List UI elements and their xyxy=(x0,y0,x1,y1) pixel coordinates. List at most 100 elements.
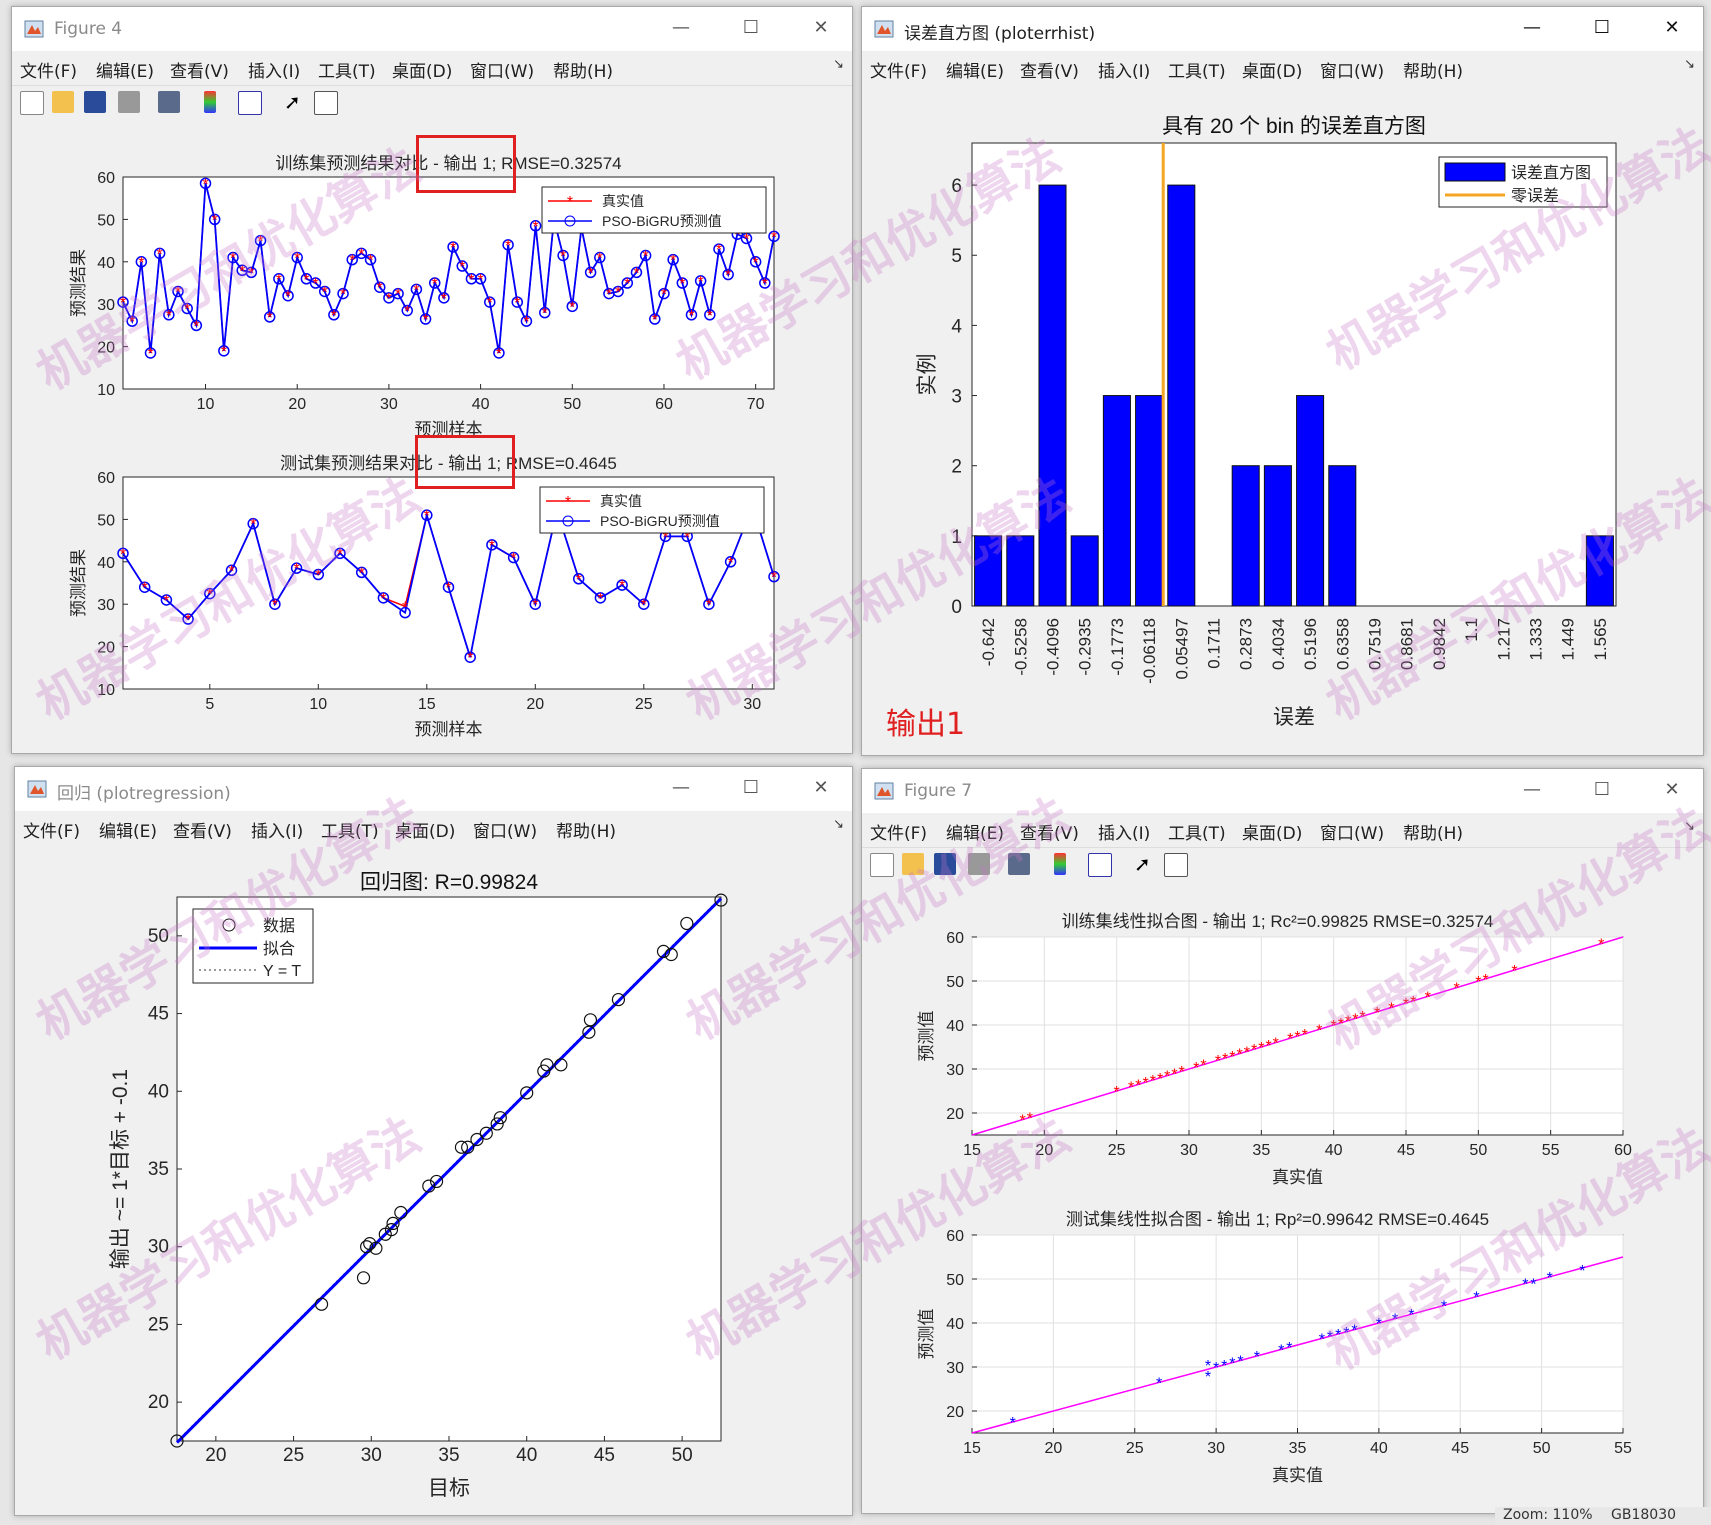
menu-help[interactable]: 帮助(H) xyxy=(553,62,614,82)
data-point xyxy=(583,1013,598,1027)
maximize-button[interactable]: ☐ xyxy=(742,17,760,38)
predicted-point-marker xyxy=(227,251,239,264)
menu-window[interactable]: 窗口(W) xyxy=(470,62,535,82)
title-bar[interactable]: Figure 7 — ☐ ✕ xyxy=(862,769,1703,813)
new-figure-icon[interactable] xyxy=(870,853,894,877)
property-inspector-icon[interactable] xyxy=(1164,853,1188,877)
menu-tools[interactable]: 工具(T) xyxy=(1168,62,1226,82)
menu-tools[interactable]: 工具(T) xyxy=(1168,824,1226,844)
histogram-window[interactable]: 误差直方图 (ploterrhist) — ☐ ✕ 文件(F) 编辑(E) 查看… xyxy=(861,6,1704,756)
save-icon[interactable] xyxy=(934,853,956,875)
legend-icon[interactable] xyxy=(238,91,262,115)
data-point-marker: * xyxy=(1408,1307,1414,1324)
property-inspector-icon[interactable] xyxy=(314,91,338,115)
menu-insert[interactable]: 插入(I) xyxy=(1098,824,1151,844)
menu-view[interactable]: 查看(V) xyxy=(173,822,232,842)
minimize-button[interactable]: — xyxy=(672,17,690,38)
truth-point-marker: * xyxy=(221,344,227,361)
open-folder-icon[interactable] xyxy=(902,853,924,875)
dock-arrow-icon[interactable]: ↘ xyxy=(1684,819,1695,834)
menu-desktop[interactable]: 桌面(D) xyxy=(395,822,456,842)
pointer-icon[interactable]: ➚ xyxy=(1134,852,1151,876)
menu-edit[interactable]: 编辑(E) xyxy=(96,62,155,82)
figure4-charts: 10 20 30 40 50 60 70 10 20 30 40 50 60 训练集预测结果对比 - 输出… xyxy=(69,154,780,739)
link-plot-icon[interactable] xyxy=(158,91,180,113)
maximize-button[interactable]: ☐ xyxy=(742,777,760,798)
predicted-point-marker xyxy=(704,309,716,321)
data-point xyxy=(314,1297,329,1311)
dock-arrow-icon[interactable]: ↘ xyxy=(833,817,844,832)
truth-point-marker: * xyxy=(413,282,419,299)
print-icon[interactable] xyxy=(968,853,990,875)
menu-edit[interactable]: 编辑(E) xyxy=(946,824,1005,844)
dock-arrow-icon[interactable]: ↘ xyxy=(833,57,844,72)
close-button[interactable]: ✕ xyxy=(813,777,829,798)
legend-icon[interactable] xyxy=(1088,853,1112,877)
menu-insert[interactable]: 插入(I) xyxy=(248,62,301,82)
menu-insert[interactable]: 插入(I) xyxy=(251,822,304,842)
menu-view[interactable]: 查看(V) xyxy=(170,62,229,82)
figure4-plot-area: 10 20 30 40 50 60 70 10 20 30 40 50 60 训练集预测结果对比 - 输出… xyxy=(12,119,852,753)
data-point-marker: * xyxy=(1193,1060,1199,1077)
print-icon[interactable] xyxy=(118,91,140,113)
menu-desktop[interactable]: 桌面(D) xyxy=(1242,62,1303,82)
menu-file[interactable]: 文件(F) xyxy=(870,824,928,844)
menu-help[interactable]: 帮助(H) xyxy=(1403,62,1464,82)
menu-edit[interactable]: 编辑(E) xyxy=(99,822,158,842)
menu-view[interactable]: 查看(V) xyxy=(1020,824,1079,844)
save-icon[interactable] xyxy=(84,91,106,113)
predicted-point-marker xyxy=(529,598,542,610)
title-bar[interactable]: Figure 4 — ☐ ✕ xyxy=(12,7,852,51)
matlab-icon xyxy=(874,782,894,800)
title-bar[interactable]: 误差直方图 (ploterrhist) — ☐ ✕ xyxy=(862,7,1703,51)
close-button[interactable]: ✕ xyxy=(1664,17,1680,38)
figure7-window[interactable]: Figure 7 — ☐ ✕ 文件(F) 编辑(E) 查看(V) 插入(I) 工… xyxy=(861,768,1704,1514)
menu-window[interactable]: 窗口(W) xyxy=(473,822,538,842)
menu-window[interactable]: 窗口(W) xyxy=(1320,824,1385,844)
data-point-marker: * xyxy=(1376,1316,1382,1333)
menu-window[interactable]: 窗口(W) xyxy=(1320,62,1385,82)
predicted-point-marker xyxy=(502,239,514,251)
data-point-marker: * xyxy=(1164,1069,1170,1086)
menu-tools[interactable]: 工具(T) xyxy=(321,822,379,842)
title-bar[interactable]: 回归 (plotregression) — ☐ ✕ xyxy=(15,767,852,811)
close-button[interactable]: ✕ xyxy=(813,17,829,38)
menu-file[interactable]: 文件(F) xyxy=(870,62,928,82)
menu-desktop[interactable]: 桌面(D) xyxy=(392,62,453,82)
y-tick-label: 60 xyxy=(97,170,115,187)
histogram-bar xyxy=(1167,184,1196,607)
y-tick-label: 50 xyxy=(946,974,964,991)
minimize-button[interactable]: — xyxy=(672,777,690,798)
figure4-window[interactable]: Figure 4 — ☐ ✕ 文件(F) 编辑(E) 查看(V) 插入(I) 工… xyxy=(11,6,853,754)
x-tick-label: 40 xyxy=(472,396,490,413)
regression-window[interactable]: 回归 (plotregression) — ☐ ✕ 文件(F) 编辑(E) 查看… xyxy=(14,766,853,1516)
menu-file[interactable]: 文件(F) xyxy=(23,822,81,842)
close-button[interactable]: ✕ xyxy=(1664,779,1680,800)
y-tick-label: 20 xyxy=(946,1106,964,1123)
menu-tools[interactable]: 工具(T) xyxy=(318,62,376,82)
colorbar-icon[interactable] xyxy=(1054,853,1066,875)
y-axis-label: 预测值 xyxy=(917,1309,936,1360)
menu-file[interactable]: 文件(F) xyxy=(20,62,78,82)
minimize-button[interactable]: — xyxy=(1523,17,1541,38)
link-plot-icon[interactable] xyxy=(1008,853,1030,875)
data-point-marker: * xyxy=(1302,1027,1308,1044)
truth-point-marker: * xyxy=(576,572,582,589)
menu-view[interactable]: 查看(V) xyxy=(1020,62,1079,82)
predicted-point-marker xyxy=(163,309,175,321)
maximize-button[interactable]: ☐ xyxy=(1593,779,1611,800)
pointer-icon[interactable]: ➚ xyxy=(284,90,301,114)
menu-help[interactable]: 帮助(H) xyxy=(556,822,617,842)
menu-help[interactable]: 帮助(H) xyxy=(1403,824,1464,844)
menu-insert[interactable]: 插入(I) xyxy=(1098,62,1151,82)
menu-edit[interactable]: 编辑(E) xyxy=(946,62,1005,82)
predicted-point-marker xyxy=(383,292,395,304)
new-figure-icon[interactable] xyxy=(20,91,44,115)
maximize-button[interactable]: ☐ xyxy=(1593,17,1611,38)
colorbar-icon[interactable] xyxy=(204,91,216,113)
open-folder-icon[interactable] xyxy=(52,91,74,113)
dock-arrow-icon[interactable]: ↘ xyxy=(1684,57,1695,72)
menu-desktop[interactable]: 桌面(D) xyxy=(1242,824,1303,844)
data-point xyxy=(429,1174,444,1189)
minimize-button[interactable]: — xyxy=(1523,779,1541,800)
